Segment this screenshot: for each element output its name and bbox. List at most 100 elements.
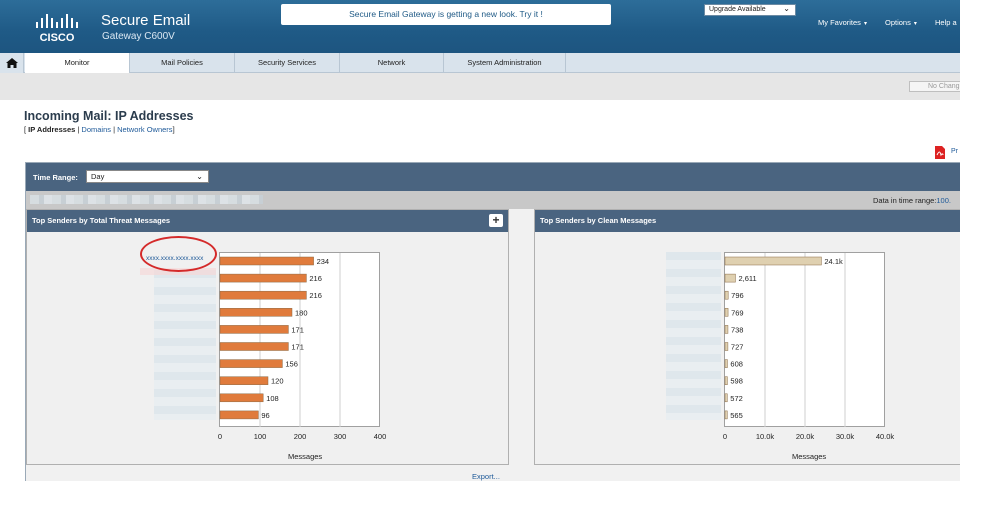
upgrade-select-label: Upgrade Available xyxy=(709,6,766,13)
upgrade-available-select[interactable]: Upgrade Available ⌄ xyxy=(704,4,796,16)
options-menu[interactable]: Options ▾ xyxy=(885,18,917,27)
clean-value-label: 565 xyxy=(730,411,743,420)
main-nav: Monitor Mail Policies Security Services … xyxy=(0,53,960,73)
threat-value-label: 156 xyxy=(285,360,298,369)
threat-x-tick-label: 200 xyxy=(294,432,307,441)
data-in-time-range: Data in time range:100. xyxy=(873,196,951,205)
threat-value-label: 171 xyxy=(291,325,304,334)
clean-value-label: 2,611 xyxy=(738,274,756,283)
threat-bar[interactable] xyxy=(219,325,289,334)
home-icon xyxy=(6,58,18,68)
threat-value-label: 216 xyxy=(309,291,322,300)
data-in-range-value[interactable]: 100. xyxy=(936,196,951,205)
threat-bar[interactable] xyxy=(219,342,289,351)
clean-panel-title: Top Senders by Clean Messages xyxy=(535,210,960,232)
new-look-banner[interactable]: Secure Email Gateway is getting a new lo… xyxy=(281,4,611,25)
clean-bar[interactable] xyxy=(724,273,736,283)
clean-value-label: 608 xyxy=(730,360,743,369)
clean-value-label: 727 xyxy=(731,343,744,352)
chevron-down-icon: ⌄ xyxy=(783,4,790,13)
threat-value-label: 216 xyxy=(309,274,322,283)
commit-bar xyxy=(0,73,960,100)
threat-bar[interactable] xyxy=(219,376,269,385)
threat-chart-svg: 0 100 200 300 400234216216180171171156120108… xyxy=(218,253,387,441)
time-range-label: Time Range: xyxy=(33,173,78,182)
threat-bar[interactable] xyxy=(219,410,259,420)
threat-panel-title: Top Senders by Total Threat Messages xyxy=(27,210,508,232)
tab-mail-policies[interactable]: Mail Policies xyxy=(130,53,235,73)
home-tab[interactable] xyxy=(0,53,24,73)
clean-chart-svg: 0 10.0k 20.0k 30.0k 40.0k 24.1k 2,611 796 769 738… xyxy=(723,253,895,441)
pdf-icon[interactable] xyxy=(934,146,946,159)
clean-bar[interactable] xyxy=(724,410,728,420)
threat-value-label: 171 xyxy=(291,343,304,352)
redacted-sender-labels xyxy=(154,270,216,420)
product-name: Secure Email xyxy=(101,12,191,29)
clean-value-label: 572 xyxy=(730,394,743,403)
clean-bar[interactable] xyxy=(724,290,729,300)
clean-bar[interactable] xyxy=(724,308,729,317)
clean-x-tick-label: 30.0k xyxy=(836,432,855,441)
crumb-domains[interactable]: Domains xyxy=(81,125,111,134)
clean-bar[interactable] xyxy=(724,376,728,385)
crumb-ip-addresses: IP Addresses xyxy=(28,125,76,134)
clean-bar[interactable] xyxy=(724,393,728,403)
threat-value-label: 96 xyxy=(261,411,269,420)
tab-security-services[interactable]: Security Services xyxy=(235,53,340,73)
printable-pdf-link[interactable]: Pr xyxy=(951,148,958,155)
top-header: CISCO Secure Email Gateway C600V Secure … xyxy=(0,0,960,53)
clean-x-tick-label: 10.0k xyxy=(756,432,775,441)
expand-plus-icon[interactable]: + xyxy=(489,214,503,227)
clean-value-label: 796 xyxy=(731,291,744,300)
clean-x-axis-title: Messages xyxy=(792,452,827,461)
clean-bar[interactable] xyxy=(724,325,729,334)
my-favorites-menu[interactable]: My Favorites ▾ xyxy=(818,18,867,27)
view-switcher: [ IP Addresses | Domains | Network Owner… xyxy=(24,125,175,134)
time-range-select[interactable]: Day ⌄ xyxy=(86,170,209,183)
clean-x-tick-label: 20.0k xyxy=(796,432,815,441)
threat-x-tick-label: 300 xyxy=(334,432,347,441)
export-link[interactable]: Export... xyxy=(472,472,500,481)
time-range-bar: Time Range: Day ⌄ xyxy=(26,163,960,191)
clean-x-tick-label: 0 xyxy=(723,432,727,441)
cisco-logo: CISCO xyxy=(36,14,78,44)
svg-text:CISCO: CISCO xyxy=(40,32,75,44)
threat-bar[interactable] xyxy=(219,273,307,283)
no-changes-button[interactable]: No Chang xyxy=(909,81,960,92)
product-model: Gateway C600V xyxy=(102,31,175,42)
tab-network[interactable]: Network xyxy=(340,53,444,73)
data-in-range-label: Data in time range: xyxy=(873,196,937,205)
threat-value-label: 120 xyxy=(271,377,284,386)
threat-value-label: 234 xyxy=(317,257,330,266)
threat-value-label: 108 xyxy=(266,394,279,403)
help-menu[interactable]: Help a xyxy=(935,18,957,27)
crumb-network-owners[interactable]: Network Owners xyxy=(117,125,173,134)
threat-x-tick-label: 400 xyxy=(374,432,387,441)
clean-value-label: 769 xyxy=(731,308,744,317)
red-annotation-circle xyxy=(140,236,217,272)
threat-bar[interactable] xyxy=(219,393,264,403)
threat-x-tick-label: 0 xyxy=(218,432,222,441)
tab-system-administration[interactable]: System Administration xyxy=(444,53,566,73)
redacted-range-text xyxy=(30,195,263,204)
clean-bar[interactable] xyxy=(724,342,729,351)
clean-value-label: 24.1k xyxy=(824,257,843,266)
threat-bar[interactable] xyxy=(219,256,314,266)
threat-bar[interactable] xyxy=(219,308,293,317)
tab-monitor[interactable]: Monitor xyxy=(25,53,130,73)
time-range-value: Day xyxy=(91,172,105,181)
chevron-down-icon: ⌄ xyxy=(196,172,203,181)
threat-bar[interactable] xyxy=(219,359,283,368)
threat-x-tick-label: 100 xyxy=(254,432,267,441)
threat-x-axis-title: Messages xyxy=(288,452,323,461)
clean-x-tick-label: 40.0k xyxy=(876,432,895,441)
app-window: CISCO Secure Email Gateway C600V Secure … xyxy=(0,0,960,481)
clean-value-label: 598 xyxy=(730,377,743,386)
clean-bar[interactable] xyxy=(724,359,728,368)
page-title: Incoming Mail: IP Addresses xyxy=(24,109,194,123)
threat-value-label: 180 xyxy=(295,308,308,317)
clean-value-label: 738 xyxy=(731,325,744,334)
redacted-sender-labels xyxy=(666,252,721,420)
threat-bar[interactable] xyxy=(219,290,307,300)
clean-bar[interactable] xyxy=(724,256,822,266)
